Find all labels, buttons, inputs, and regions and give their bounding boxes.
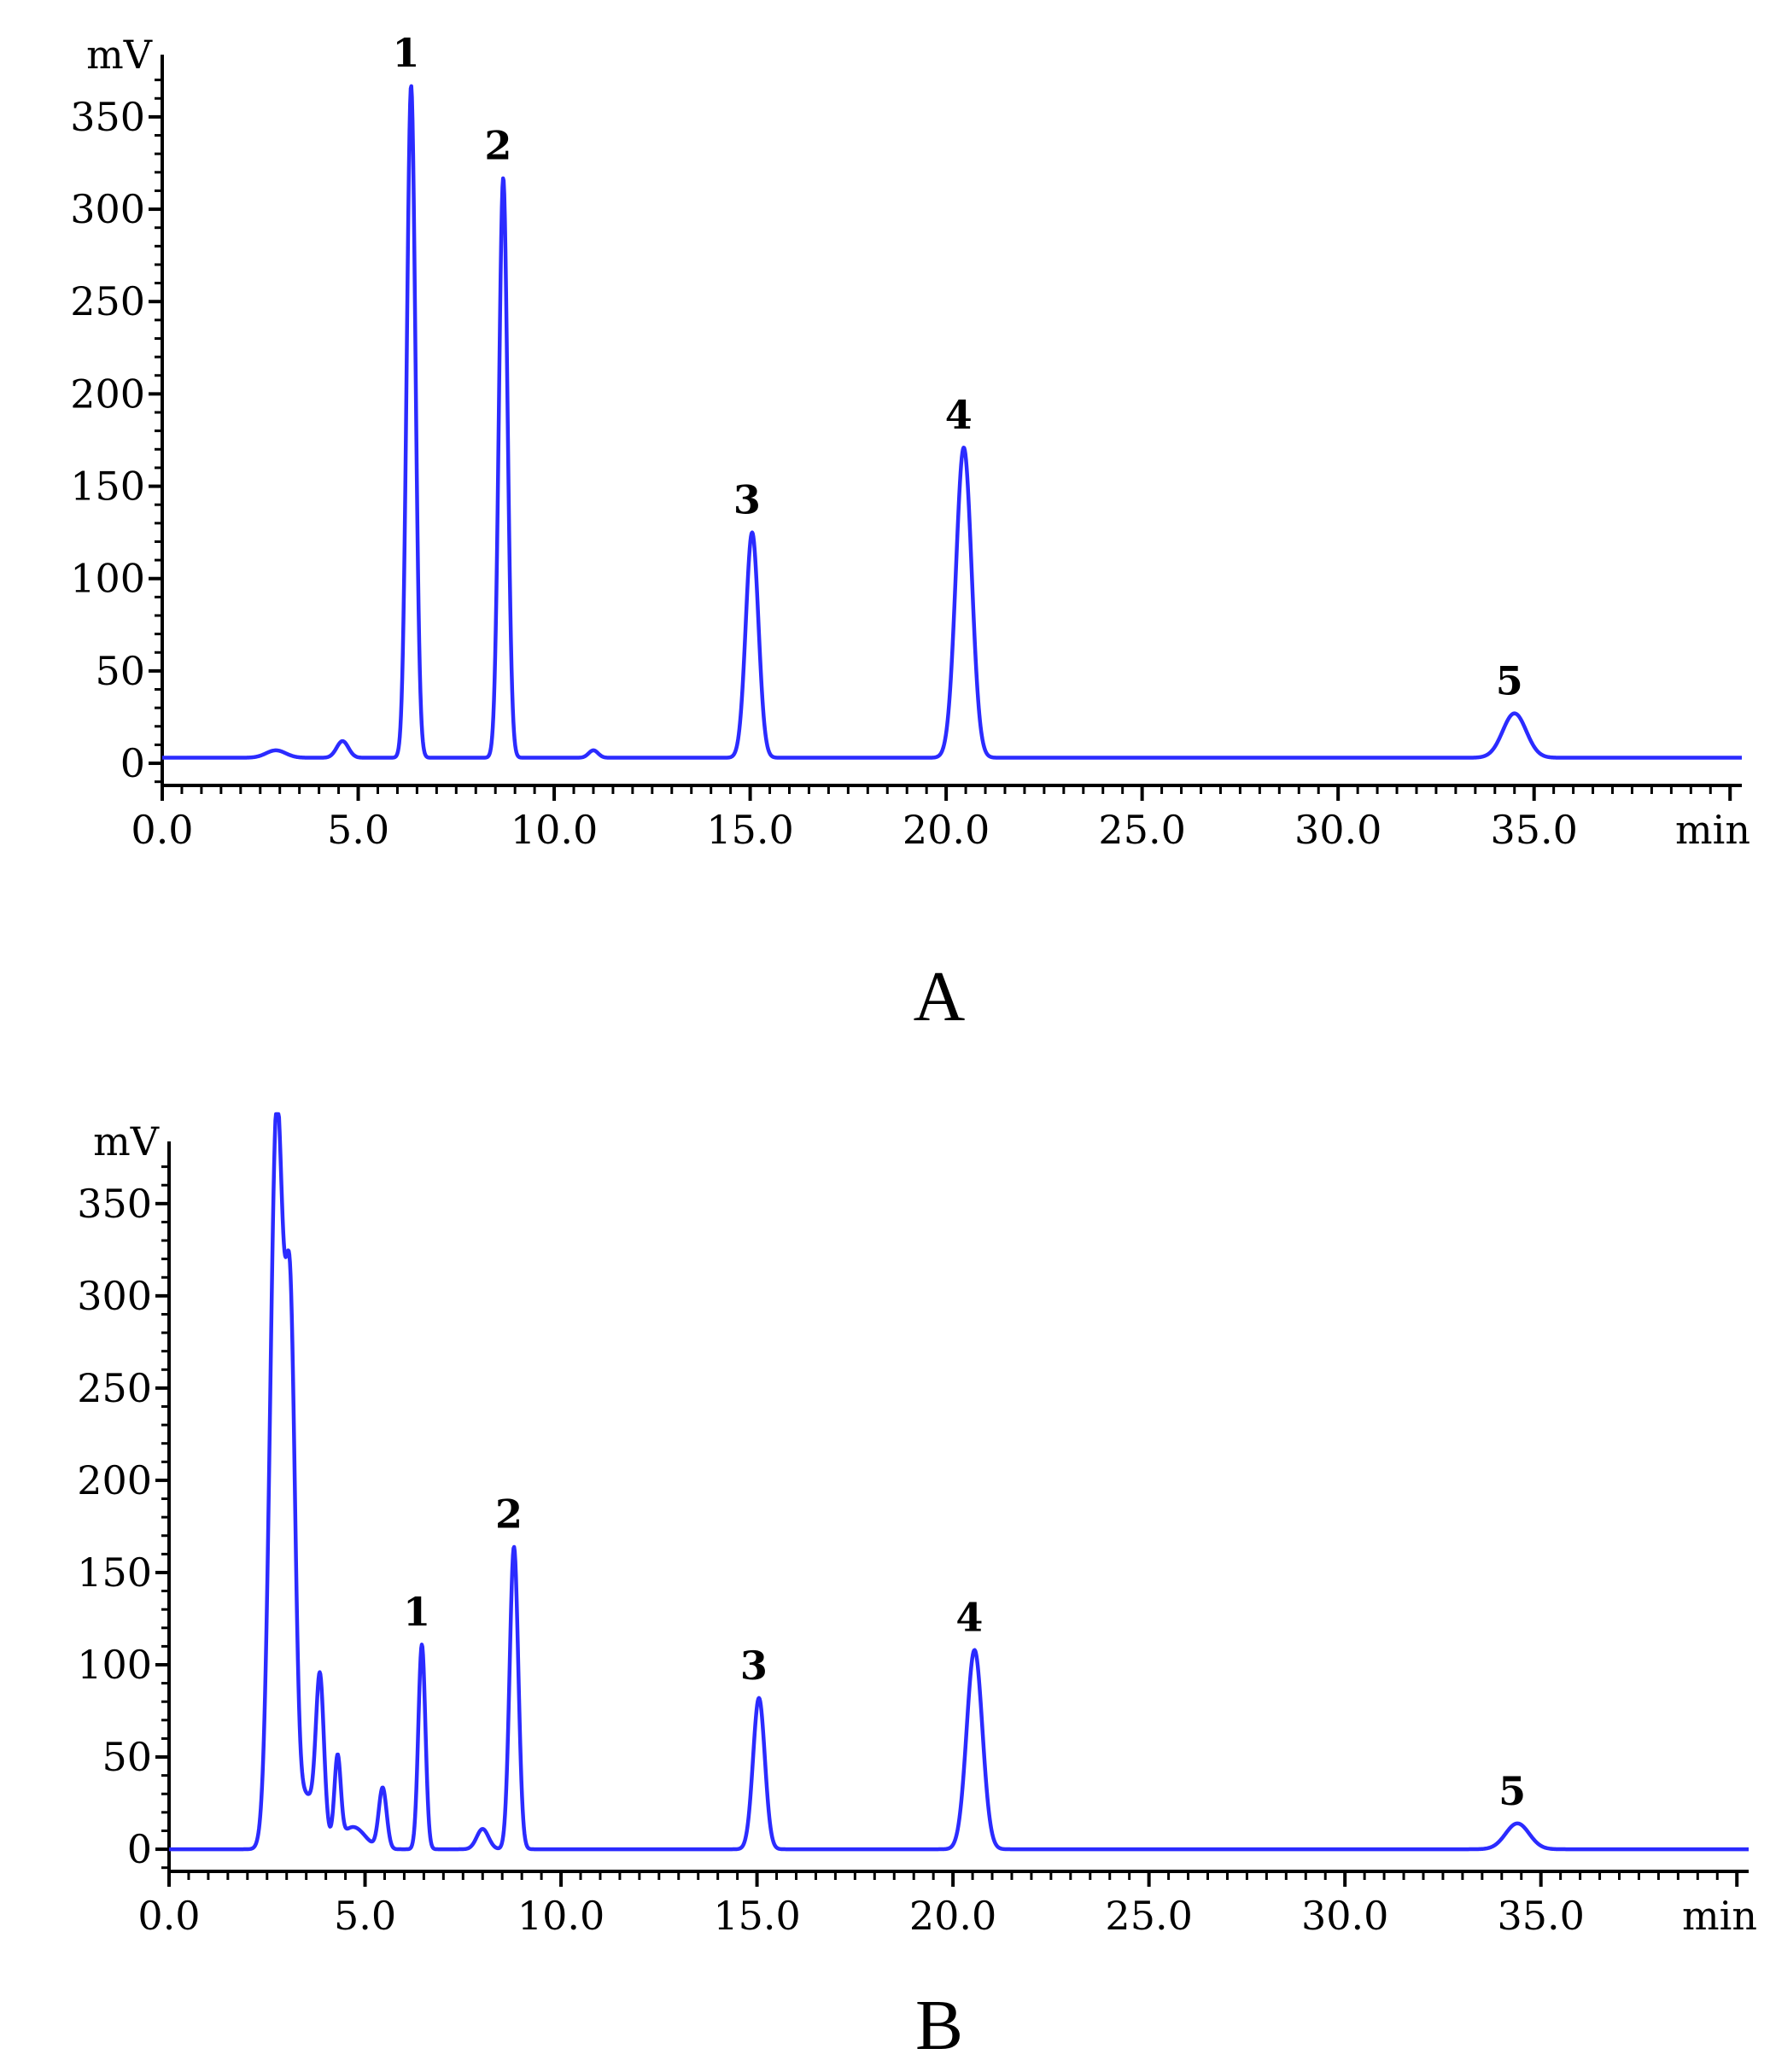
panel-b: 0 50 100 150 200 250 300 350 mV 0.0 5.0 10.0 15.0 20.… bbox=[77, 1112, 1757, 2065]
panel-a-x-tick-label: 20.0 bbox=[903, 807, 990, 853]
panel-b-peak-label-3: 3 bbox=[740, 1643, 768, 1689]
panel-a-y-tick-label: 50 bbox=[95, 648, 145, 694]
panel-b-x-tick-label: 30.0 bbox=[1301, 1893, 1388, 1939]
panel-b-y-tick-label: 350 bbox=[77, 1181, 152, 1227]
panel-b-x-tick-label: 10.0 bbox=[517, 1893, 605, 1939]
panel-a-x-tick-label: 15.0 bbox=[706, 807, 793, 853]
panel-a-peak-label-2: 2 bbox=[484, 122, 511, 168]
panel-a-y-tick-label: 150 bbox=[70, 464, 145, 510]
panel-b-label: B bbox=[915, 1986, 963, 2065]
panel-b-y-tick-label: 200 bbox=[77, 1457, 152, 1503]
panel-b-peak-label-1: 1 bbox=[403, 1589, 430, 1635]
panel-b-y-tick-label: 250 bbox=[77, 1365, 152, 1411]
panel-a-x-tick-label: 25.0 bbox=[1098, 807, 1185, 853]
panel-b-x-tick-label: 25.0 bbox=[1105, 1893, 1192, 1939]
panel-a-label: A bbox=[914, 957, 966, 1036]
panel-a-peak-label-3: 3 bbox=[733, 477, 761, 523]
panel-a-x-tick-label: 10.0 bbox=[511, 807, 598, 853]
panel-b-x-tick-label: 20.0 bbox=[909, 1893, 996, 1939]
panel-b-x-unit: min bbox=[1682, 1893, 1757, 1939]
panel-a-x-tick-label: 0.0 bbox=[131, 807, 193, 853]
panel-b-x-tick-label: 35.0 bbox=[1497, 1893, 1584, 1939]
panel-a-y-tick-label: 200 bbox=[70, 371, 145, 417]
panel-a-y-unit: mV bbox=[86, 32, 153, 78]
panel-a-peak-label-1: 1 bbox=[392, 30, 419, 76]
panel-b-y-tick-label: 300 bbox=[77, 1273, 152, 1319]
panel-a-x-tick-label: 5.0 bbox=[327, 807, 389, 853]
panel-a-y-tick-label: 300 bbox=[70, 186, 145, 232]
panel-b-y-tick-label: 0 bbox=[127, 1826, 152, 1872]
panel-b-y-tick-label: 100 bbox=[77, 1642, 152, 1688]
panel-a-peak-label-5: 5 bbox=[1496, 658, 1523, 704]
panel-b-y-tick-label: 50 bbox=[102, 1734, 152, 1780]
panel-a-y-tick-label: 250 bbox=[70, 278, 145, 324]
panel-b-x-tick-label: 5.0 bbox=[334, 1893, 396, 1939]
panel-b-x-tick-label: 15.0 bbox=[713, 1893, 800, 1939]
panel-a-y-tick-label: 350 bbox=[70, 94, 145, 140]
panel-a-y-tick-label: 100 bbox=[70, 556, 145, 602]
panel-b-peak-label-4: 4 bbox=[955, 1595, 983, 1641]
panel-a-trace bbox=[161, 84, 1744, 760]
panel-b-peak-label-5: 5 bbox=[1498, 1768, 1526, 1814]
panel-b-y-unit: mV bbox=[93, 1118, 160, 1164]
panel-a-x-unit: min bbox=[1675, 807, 1750, 853]
panel-b-peak-label-2: 2 bbox=[495, 1491, 523, 1538]
panel-a: 0 50 100 150 200 250 300 350 mV 0.0 5.0 10.0 15.0 20.… bbox=[70, 30, 1750, 1036]
panel-b-y-tick-label: 150 bbox=[77, 1550, 152, 1596]
panel-a-peak-label-4: 4 bbox=[945, 392, 973, 438]
panel-a-y-tick-label: 0 bbox=[120, 740, 145, 786]
panel-a-x-tick-label: 30.0 bbox=[1294, 807, 1382, 853]
panel-b-trace bbox=[167, 1112, 1750, 1852]
panel-b-x-tick-label: 0.0 bbox=[137, 1893, 200, 1939]
panel-a-x-tick-label: 35.0 bbox=[1490, 807, 1577, 853]
